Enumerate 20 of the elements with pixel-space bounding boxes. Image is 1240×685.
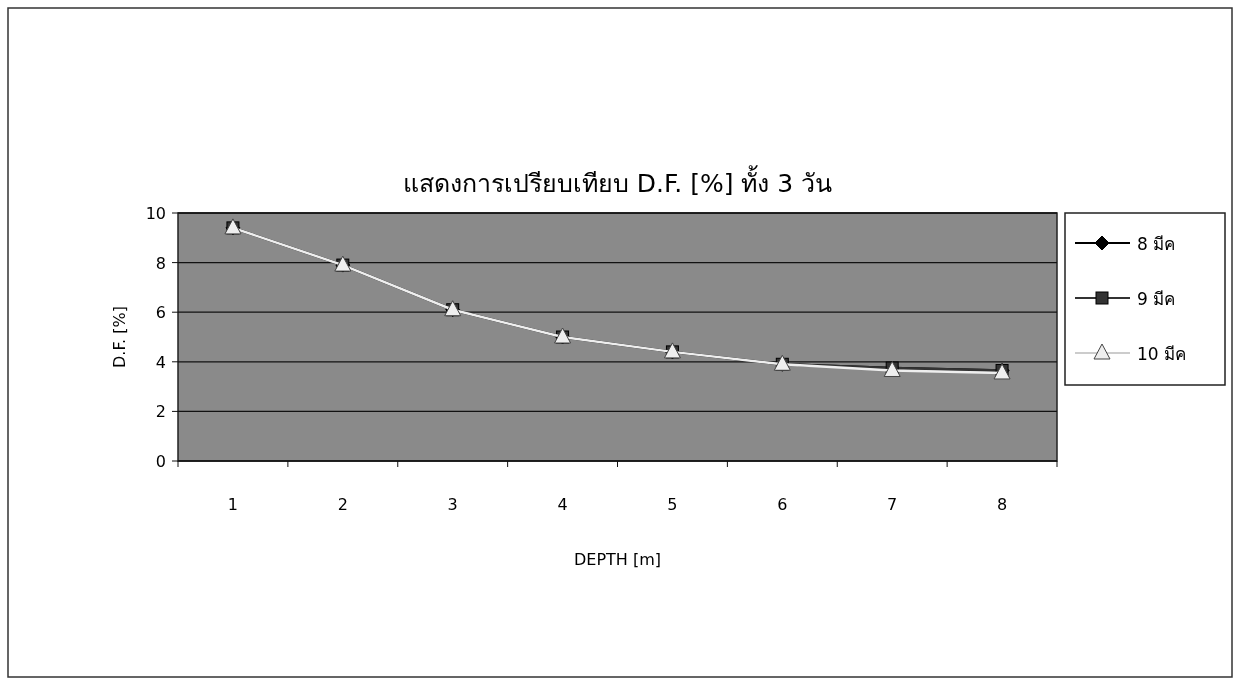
legend-label: 9 มีค	[1137, 289, 1176, 309]
x-axis-title: DEPTH [m]	[573, 550, 662, 569]
x-tick-label: 8	[996, 495, 1008, 514]
y-tick-label: 4	[155, 352, 166, 372]
y-tick-label: 6	[155, 303, 166, 323]
x-tick-label: 2	[337, 495, 348, 514]
x-tick-label: 5	[667, 495, 678, 514]
x-tick-label: 7	[887, 495, 898, 514]
x-tick-label: 1	[227, 495, 239, 514]
x-tick-label: 4	[557, 495, 568, 514]
legend-label: 8 มีค	[1137, 234, 1176, 254]
y-tick-label: 2	[155, 402, 166, 422]
y-tick-label: 8	[155, 253, 166, 273]
x-tick-label: 3	[447, 495, 458, 514]
x-tick-label: 6	[777, 495, 788, 514]
legend-label: 10 มีค	[1137, 344, 1187, 364]
y-axis-title: D.F. [%]	[110, 306, 129, 368]
y-tick-label: 0	[155, 452, 166, 471]
y-tick-label: 10	[145, 204, 166, 223]
chart-title: แสดงการเปรียบเทียบ D.F. [%] ทั้ง 3 วัน	[402, 165, 833, 198]
